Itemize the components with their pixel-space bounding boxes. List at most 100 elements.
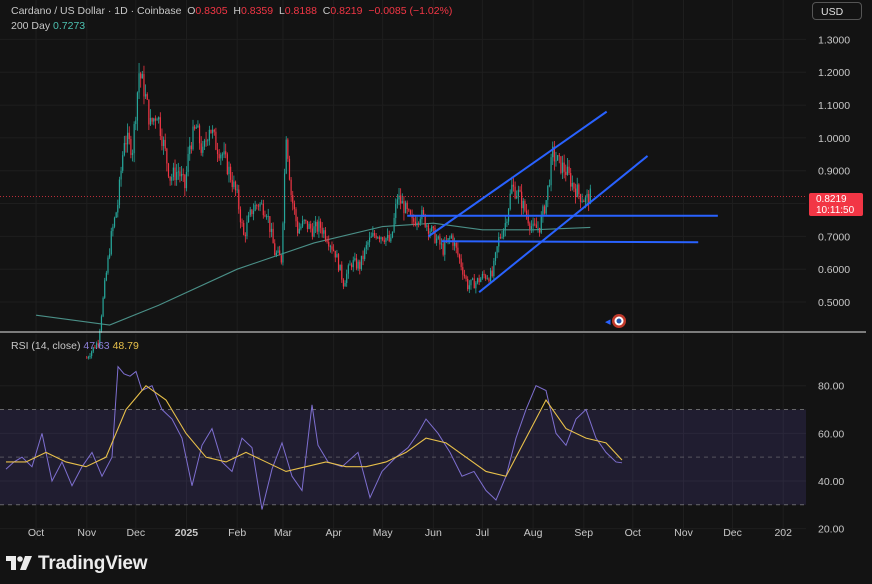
candle-body xyxy=(514,186,516,199)
time-tick: Dec xyxy=(723,527,742,539)
time-tick: Oct xyxy=(28,527,44,539)
candle-body xyxy=(449,237,451,239)
candle-body xyxy=(267,216,269,217)
candle-body xyxy=(557,155,559,161)
candle-body xyxy=(326,239,328,243)
candle-body xyxy=(113,217,116,227)
candle-body xyxy=(537,227,539,229)
svg-text:◂: ◂ xyxy=(605,316,611,328)
candle-body xyxy=(382,237,384,241)
candle-body xyxy=(133,124,135,154)
candle-body xyxy=(373,233,376,236)
rsi-lines xyxy=(5,365,623,510)
candle-body xyxy=(470,279,472,286)
candle-body xyxy=(87,357,89,358)
candle-body xyxy=(331,246,333,250)
candle-body xyxy=(393,217,395,232)
candle-body xyxy=(283,173,286,224)
time-tick: Jun xyxy=(425,527,442,539)
candle-body xyxy=(136,92,139,121)
low-value: 0.8188 xyxy=(284,5,317,17)
candle-body xyxy=(172,167,174,178)
candle-body xyxy=(177,171,179,173)
price-tick: 0.6000 xyxy=(818,264,850,276)
candle-body xyxy=(437,236,439,239)
currency-button[interactable]: USD xyxy=(812,2,862,20)
candle-body xyxy=(198,125,201,144)
candle-body xyxy=(259,203,261,207)
candle-body xyxy=(400,195,402,204)
candle-body xyxy=(248,215,250,223)
candle-body xyxy=(468,285,470,290)
channel-lower xyxy=(478,155,649,293)
candle-body xyxy=(176,172,178,181)
time-tick: Jul xyxy=(476,527,489,539)
time-tick: May xyxy=(373,527,394,539)
candle-body xyxy=(202,146,204,153)
event-icon[interactable]: ◂ xyxy=(605,314,626,328)
candle-body xyxy=(481,274,484,279)
candle-body xyxy=(465,276,467,279)
candle-body xyxy=(144,94,147,97)
candle-body xyxy=(434,227,436,243)
candle-body xyxy=(349,264,351,266)
candle-body xyxy=(424,214,426,227)
candle-body xyxy=(419,219,421,223)
candle-body xyxy=(220,154,222,159)
candle-body xyxy=(432,226,434,228)
candle-body xyxy=(300,226,302,229)
candle-body xyxy=(91,351,93,356)
candle-body xyxy=(236,189,238,191)
candle-body xyxy=(522,200,524,209)
candle-body xyxy=(436,238,438,243)
candle-body xyxy=(228,166,230,175)
chart-canvas[interactable]: 1.30001.20001.10001.00000.90000.80000.70… xyxy=(0,0,872,544)
candle-body xyxy=(233,181,235,188)
candle-body xyxy=(391,231,394,238)
candle-body xyxy=(313,226,315,237)
candle-body xyxy=(128,132,130,140)
candle-body xyxy=(409,210,412,216)
candle-body xyxy=(486,278,488,280)
candle-body xyxy=(318,221,320,232)
candle-body xyxy=(558,155,560,157)
rsi-tick: 80.00 xyxy=(818,381,844,393)
candle-body xyxy=(476,278,479,283)
rsi-signal-value: 48.79 xyxy=(112,340,139,352)
candle-body xyxy=(442,243,444,255)
candle-body xyxy=(550,157,552,186)
candle-body xyxy=(496,246,498,253)
candle-body xyxy=(504,223,506,230)
candle-body xyxy=(252,210,255,215)
candle-body xyxy=(123,143,125,156)
candle-body xyxy=(154,118,157,121)
candle-body xyxy=(86,357,88,359)
tradingview-logo[interactable]: TradingView xyxy=(6,553,148,575)
rsi-tick: 60.00 xyxy=(818,428,844,440)
rsi-tick: 40.00 xyxy=(818,476,844,488)
candle-body xyxy=(225,151,227,155)
time-tick: Sep xyxy=(574,527,593,539)
candle-body xyxy=(316,221,318,232)
ma-legend[interactable]: 200 Day 0.7273 xyxy=(11,20,85,32)
candle-body xyxy=(579,194,582,202)
candle-body xyxy=(174,167,176,181)
close-value: 0.8219 xyxy=(330,5,363,17)
candle-body xyxy=(97,343,99,345)
candle-body xyxy=(105,272,107,281)
candle-body xyxy=(398,195,400,200)
candle-body xyxy=(117,204,119,213)
candle-body xyxy=(280,255,282,263)
candle-body xyxy=(509,193,511,210)
candle-body xyxy=(575,188,577,197)
time-tick: 2025 xyxy=(175,527,199,539)
candle-body xyxy=(555,160,557,162)
support-line-lower xyxy=(441,240,699,244)
candle-body xyxy=(107,257,109,273)
time-tick: Nov xyxy=(674,527,693,539)
candle-body xyxy=(573,183,575,189)
candle-body xyxy=(493,260,495,277)
rsi-legend[interactable]: RSI (14, close) 47.63 48.79 xyxy=(11,340,139,352)
candle-body xyxy=(213,129,215,132)
candle-body xyxy=(336,254,338,258)
